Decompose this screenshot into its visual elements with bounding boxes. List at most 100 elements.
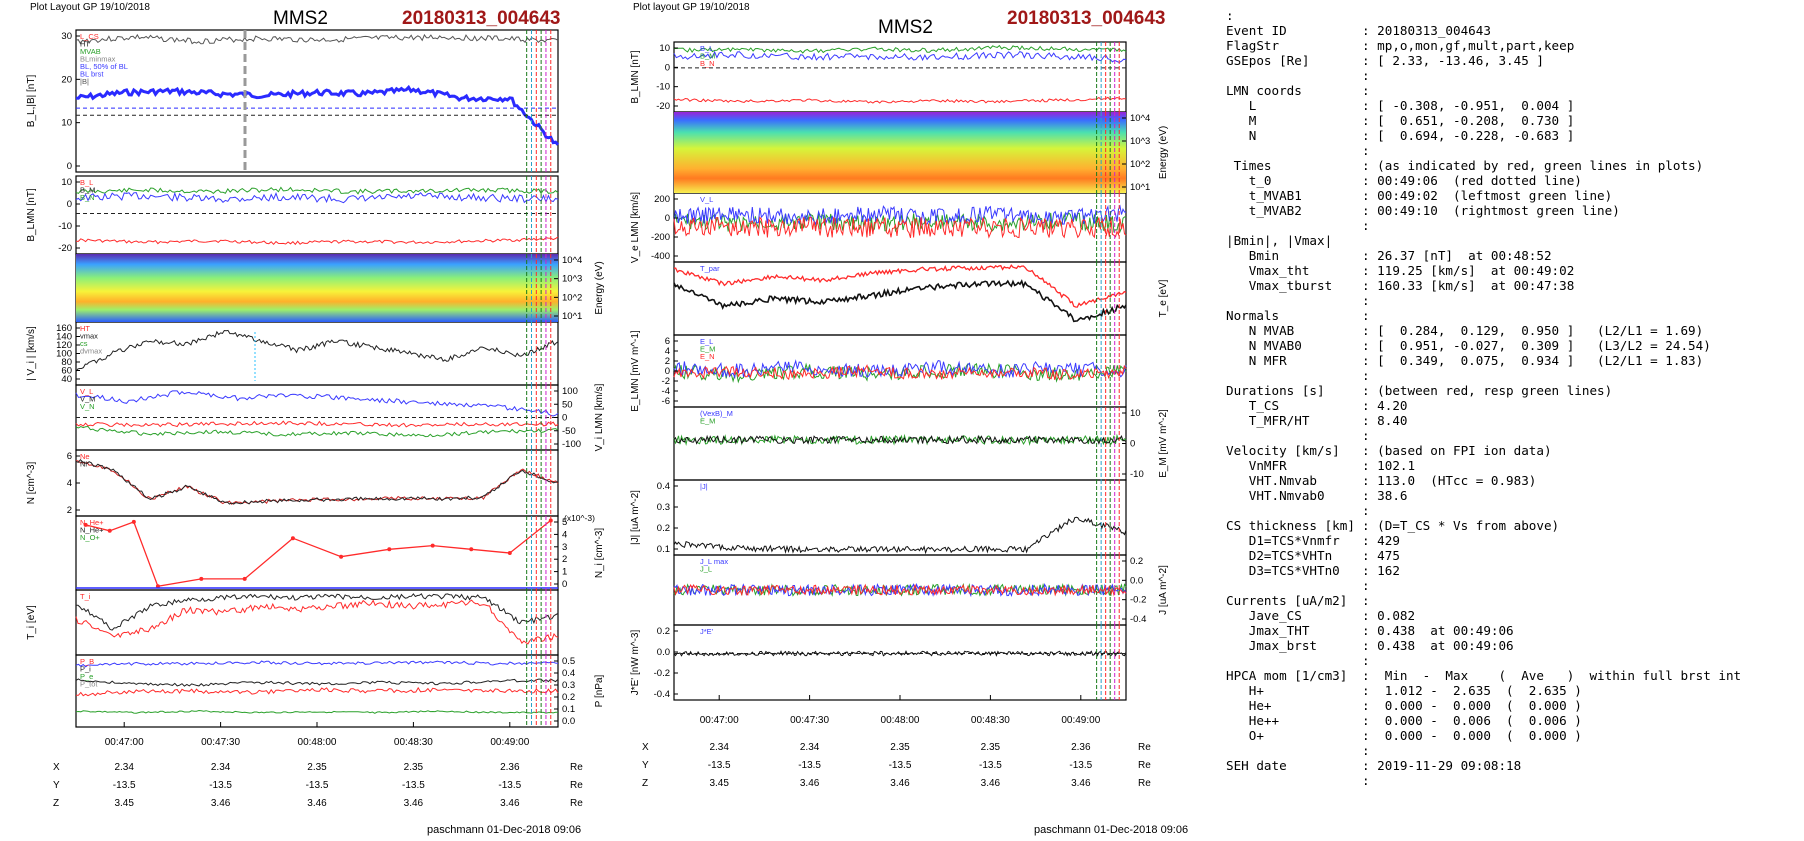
left-legend-entry: N_He+ [80,526,104,535]
left-ytick-right: 0.2 [562,692,575,703]
left-ytick-right: 1 [562,567,567,578]
info-row: : [1226,773,1741,788]
left-multipanel-plot: B_L,|B| [nT]3020100L_CSHTMVABBLminmaxBL,… [26,29,605,809]
right-ytick-right: 0.2 [1130,556,1143,567]
left-axis-ylabel-5: N [cm^-3] [26,462,37,505]
left-legend-entry: P_B [80,657,94,666]
info-key: Bmin [1226,248,1280,263]
info-row: Jmax_brst: 0.438 at 00:49:06 [1226,638,1741,653]
right-legend-entry: V_L [700,195,713,204]
info-key: FlagStr [1226,38,1280,53]
left-ytick-right: 2 [562,554,567,565]
info-value: : [1362,743,1370,758]
right-ephem-value: 2.34 [709,742,729,753]
right-ytick-right: 10^4 [1130,113,1150,124]
left-ytick-right: -100 [562,439,581,450]
right-ephem-value: 2.35 [890,742,910,753]
NHe-point [430,543,435,548]
left-ytick: 4 [67,478,72,489]
left-legend-entry: MVAB [80,47,101,56]
left-ytick-right: 0 [562,413,567,424]
left-ephem-name: X [53,762,60,773]
info-key: T_CS [1226,398,1280,413]
info-row: Normals: [1226,308,1741,323]
info-row: : [1226,653,1741,668]
left-ephem-name: Y [53,780,60,791]
Te-perp-trace [673,279,1127,323]
left-ytick: 100 [56,349,72,360]
left-ephem-value: -13.5 [209,780,232,791]
right-legend-entry: (VexB)_M [700,409,733,418]
ViN-trace [75,420,559,428]
right-legend-entry: |J| [700,482,708,491]
info-value: : [1362,653,1370,668]
right-axis-ylabel-right-3: T_e [eV] [1158,279,1169,317]
right-ephem-value: 3.45 [709,778,729,789]
info-value: : [1362,368,1370,383]
right-ytick: 0.1 [657,544,670,555]
left-ytick: 160 [56,323,72,334]
info-value: : 1.012 - 2.635 ( 2.635 ) [1362,683,1582,698]
right-legend-entry: E_M [700,345,715,354]
info-key: Currents [uA/m2] [1226,593,1348,608]
info-row: N MVAB : [ 0.284, 0.129, 0.950 ] (L2/L1 =… [1226,323,1741,338]
right-spacecraft-title: MMS2 [878,17,933,38]
left-axis-ylabel-right-2: Energy (eV) [594,261,605,314]
right-ytick: -20 [656,101,670,112]
left-time-tick: 00:48:00 [298,737,337,748]
left-spacecraft-title: MMS2 [273,8,328,29]
left-ytick-right: 50 [562,399,573,410]
right-panel-frame [673,624,1127,701]
left-legend-entry: Ni [80,460,87,469]
left-ytick-right: 4 [562,529,567,540]
left-layout-label: Plot Layout GP 19/10/2018 [30,2,150,13]
info-key: M [1226,113,1257,128]
left-ytick-right: 100 [562,386,578,397]
BL-brst-trace [75,84,560,146]
left-ytick: -20 [58,243,72,254]
info-value: : [ 0.284, 0.129, 0.950 ] (L2/L1 = 1.69) [1362,323,1704,338]
info-value: : 00:49:10 (rightmost green line) [1362,203,1620,218]
info-value: : 4.20 [1362,398,1408,413]
right-legend-entry: B_M [700,52,715,61]
right-ytick: 10 [659,43,670,54]
info-row: t_MVAB2: 00:49:10 (rightmost green line) [1226,203,1741,218]
info-row: t_0: 00:49:06 (red dotted line) [1226,173,1741,188]
info-row: GSEpos [Re]: [ 2.33, -13.46, 3.45 ] [1226,53,1741,68]
info-value: : [ 0.951, -0.027, 0.309 ] (L3/L2 = 24.5… [1362,338,1711,353]
info-row: : [1226,428,1741,443]
info-row: : [1226,218,1741,233]
right-ytick: 0.0 [657,647,670,658]
info-row: T_CS : 4.20 [1226,398,1741,413]
right-ytick: 0 [665,366,670,377]
left-ytick-right: -50 [562,426,576,437]
right-ytick-right: 10 [1130,408,1141,419]
info-key: O+ [1226,728,1264,743]
left-ephem-value: 3.45 [114,798,134,809]
left-ytick: -10 [58,221,72,232]
left-panel-frame [75,29,559,173]
info-key: Vmax_tburst [1226,278,1333,293]
info-value: : 0.438 at 00:49:06 [1362,623,1514,638]
right-ytick-right: -0.4 [1130,614,1146,625]
info-key: N MVAB [1226,323,1295,338]
right-ephem-value: -13.5 [979,760,1002,771]
info-row: : [1226,293,1741,308]
info-row: VHT.Nmvab0: 38.6 [1226,488,1741,503]
NHe-point [199,576,204,581]
left-ephem-value: 3.46 [211,798,231,809]
right-ephem-name: X [642,742,649,753]
left-ytick-right: 0.4 [562,668,575,679]
left-ytick: 60 [61,366,72,377]
info-value: : [1362,578,1370,593]
info-key: |Bmin|, |Vmax| [1226,233,1333,248]
info-row: Velocity [km/s]: (based on FPI ion data) [1226,443,1741,458]
info-row: : [1226,743,1741,758]
right-ytick: 2 [665,356,670,367]
left-ephem-value: 2.36 [500,762,520,773]
VeL-trace [673,204,1127,226]
info-row: CS thickness [km]: (D=T_CS * Vs from abo… [1226,518,1741,533]
right-ytick: 0.2 [657,626,670,637]
info-row: D1=TCS*Vnmfr: 429 [1226,533,1741,548]
